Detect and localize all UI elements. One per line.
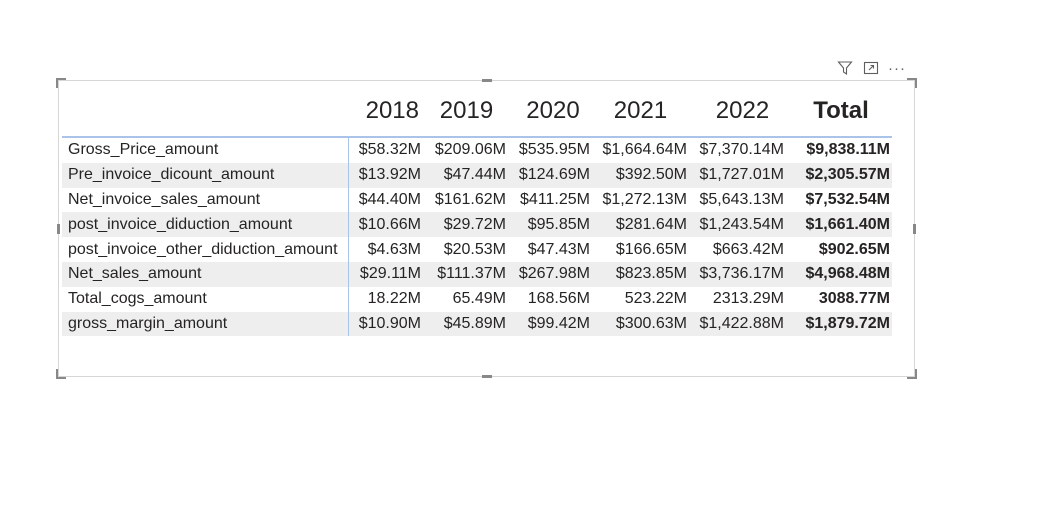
row-header[interactable]: Net_sales_amount — [62, 261, 349, 287]
matrix-visual-container[interactable] — [56, 78, 917, 379]
total-cell[interactable]: $2,305.57M — [805, 166, 890, 184]
value-cell[interactable]: $1,272.13M — [602, 190, 687, 208]
row-header[interactable]: Total_cogs_amount — [62, 286, 349, 312]
row-header[interactable]: Gross_Price_amount — [62, 138, 349, 163]
value-cell[interactable]: $281.64M — [615, 215, 687, 233]
value-cell[interactable]: $411.25M — [520, 190, 590, 208]
value-cell[interactable]: $45.89M — [443, 314, 506, 332]
value-cell[interactable]: $663.42M — [712, 240, 784, 258]
value-cell[interactable]: $3,736.17M — [699, 265, 784, 283]
total-cell[interactable]: $4,968.48M — [805, 265, 890, 283]
value-cell[interactable]: $13.92M — [358, 166, 421, 184]
column-header-2019[interactable]: 2019 — [439, 97, 494, 124]
value-cell[interactable]: $29.72M — [443, 215, 506, 233]
row-header[interactable]: post_invoice_diduction_amount — [62, 212, 349, 238]
value-cell[interactable]: $5,643.13M — [699, 190, 784, 208]
resize-handle-bottom-left[interactable] — [56, 369, 66, 379]
value-cell[interactable]: $7,370.14M — [699, 141, 784, 159]
resize-handle-bottom-right[interactable] — [907, 369, 917, 379]
value-cell[interactable]: $10.90M — [358, 314, 421, 332]
value-cell[interactable]: $58.32M — [358, 141, 421, 159]
value-cell[interactable]: $1,422.88M — [699, 314, 784, 332]
value-cell[interactable]: 523.22M — [624, 290, 687, 308]
resize-handle-top-right[interactable] — [907, 78, 917, 88]
value-cell[interactable]: $10.66M — [358, 215, 421, 233]
total-cell[interactable]: $1,879.72M — [805, 314, 890, 332]
value-cell[interactable]: 2313.29M — [712, 290, 784, 308]
matrix-row: Gross_Price_amount $58.32M $209.06M $535… — [62, 138, 892, 163]
matrix-row: post_invoice_other_diduction_amount $4.6… — [62, 237, 892, 262]
value-cell[interactable]: $47.44M — [443, 166, 506, 184]
resize-handle-top-left[interactable] — [56, 78, 66, 88]
resize-handle-left[interactable] — [57, 224, 60, 234]
matrix-row: Net_sales_amount $29.11M $111.37M $267.9… — [62, 261, 892, 287]
value-cell[interactable]: $44.40M — [358, 190, 421, 208]
total-cell[interactable]: $9,838.11M — [806, 141, 890, 159]
focus-mode-icon[interactable] — [862, 59, 880, 77]
value-cell[interactable]: $209.06M — [434, 141, 506, 159]
resize-handle-right[interactable] — [913, 224, 916, 234]
total-cell[interactable]: $7,532.54M — [805, 190, 890, 208]
row-header[interactable]: Net_invoice_sales_amount — [62, 187, 349, 213]
value-cell[interactable]: $20.53M — [443, 240, 506, 258]
value-cell[interactable]: $823.85M — [615, 265, 687, 283]
resize-handle-top[interactable] — [482, 79, 492, 82]
matrix-row: Total_cogs_amount 18.22M 65.49M 168.56M … — [62, 286, 892, 312]
resize-handle-bottom[interactable] — [482, 375, 492, 378]
total-cell[interactable]: $902.65M — [818, 240, 890, 258]
value-cell[interactable]: 65.49M — [452, 290, 506, 308]
column-header-2020[interactable]: 2020 — [526, 97, 580, 124]
filter-icon[interactable] — [836, 59, 854, 77]
more-options-icon[interactable]: ··· — [888, 59, 906, 77]
total-cell[interactable]: $1,661.40M — [805, 215, 890, 233]
matrix-row: post_invoice_diduction_amount $10.66M $2… — [62, 212, 892, 238]
visual-header: ··· — [836, 58, 906, 78]
row-header[interactable]: post_invoice_other_diduction_amount — [62, 237, 349, 262]
matrix-header-row: 2018 2019 2020 2021 2022 Total — [62, 86, 892, 138]
value-cell[interactable]: $95.85M — [527, 215, 590, 233]
value-cell[interactable]: $392.50M — [615, 166, 687, 184]
matrix-row: Pre_invoice_dicount_amount $13.92M $47.4… — [62, 162, 892, 188]
column-header-2018[interactable]: 2018 — [365, 97, 419, 124]
column-header-2022[interactable]: 2022 — [715, 97, 770, 124]
value-cell[interactable]: $29.11M — [359, 265, 421, 283]
matrix-row: gross_margin_amount $10.90M $45.89M $99.… — [62, 311, 892, 337]
column-header-2021[interactable]: 2021 — [613, 97, 668, 124]
value-cell[interactable]: $267.98M — [518, 265, 590, 283]
value-cell[interactable]: $1,727.01M — [699, 166, 784, 184]
value-cell[interactable]: 18.22M — [367, 290, 421, 308]
column-header-total[interactable]: Total — [813, 97, 869, 124]
value-cell[interactable]: $1,664.64M — [602, 141, 687, 159]
value-cell[interactable]: $124.69M — [518, 166, 590, 184]
value-cell[interactable]: $99.42M — [527, 314, 590, 332]
matrix-table: 2018 2019 2020 2021 2022 Total Gross_Pri… — [62, 86, 892, 337]
value-cell[interactable]: $1,243.54M — [699, 215, 784, 233]
value-cell[interactable]: $166.65M — [615, 240, 687, 258]
value-cell[interactable]: $300.63M — [615, 314, 687, 332]
value-cell[interactable]: $535.95M — [518, 141, 590, 159]
value-cell[interactable]: $47.43M — [527, 240, 590, 258]
row-header[interactable]: Pre_invoice_dicount_amount — [62, 162, 349, 188]
value-cell[interactable]: $161.62M — [434, 190, 506, 208]
row-header[interactable]: gross_margin_amount — [62, 311, 349, 337]
value-cell[interactable]: $111.37M — [437, 265, 506, 283]
matrix-row: Net_invoice_sales_amount $44.40M $161.62… — [62, 187, 892, 213]
total-cell[interactable]: 3088.77M — [818, 290, 890, 308]
value-cell[interactable]: 168.56M — [527, 290, 590, 308]
value-cell[interactable]: $4.63M — [367, 240, 421, 258]
